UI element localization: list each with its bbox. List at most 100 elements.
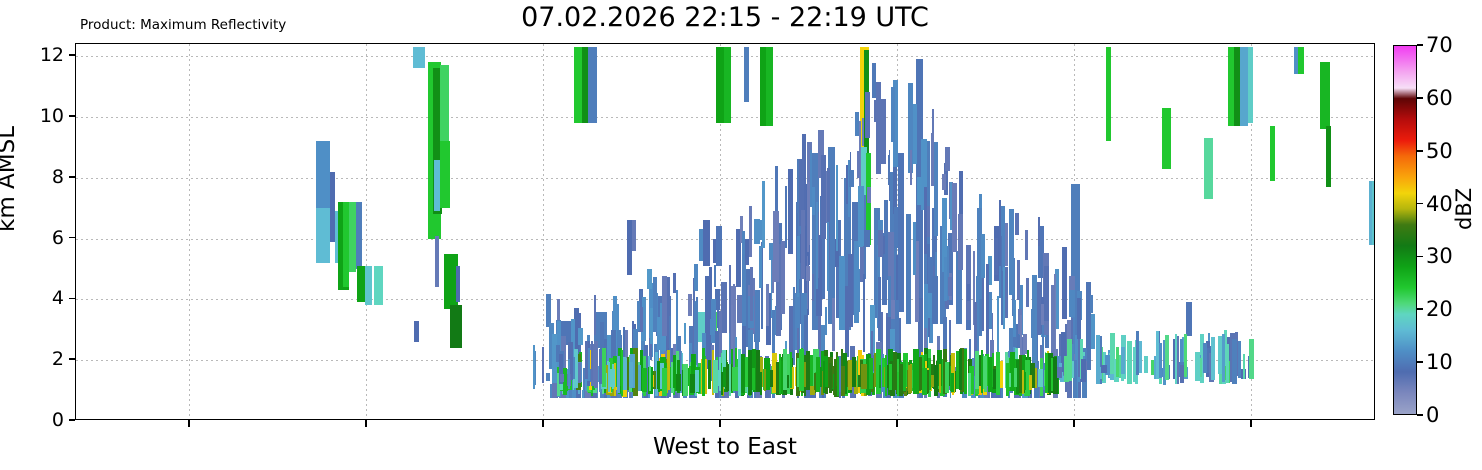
reflectivity-column: [1249, 338, 1255, 380]
reflectivity-column: [956, 250, 962, 324]
reflectivity-column: [690, 374, 696, 394]
reflectivity-columns: [76, 44, 1374, 419]
reflectivity-column: [701, 348, 705, 397]
reflectivity-column: [1052, 357, 1058, 394]
reflectivity-column: [1096, 334, 1100, 385]
reflectivity-column: [752, 349, 757, 387]
reflectivity-column: [888, 276, 891, 340]
reflectivity-column: [648, 338, 652, 361]
reflectivity-column: [883, 200, 888, 281]
reflectivity-column: [724, 47, 731, 124]
reflectivity-column: [757, 220, 763, 241]
x-axis-tick: [1250, 420, 1252, 427]
x-axis-tick: [719, 420, 721, 427]
reflectivity-column: [1030, 309, 1035, 339]
reflectivity-column: [1089, 294, 1094, 313]
reflectivity-column: [1040, 241, 1043, 329]
reflectivity-column: [637, 365, 641, 392]
reflectivity-column: [879, 98, 886, 165]
reflectivity-column: [859, 206, 864, 247]
reflectivity-column: [1013, 300, 1017, 337]
reflectivity-column: [959, 349, 963, 391]
reflectivity-column: [729, 305, 735, 382]
reflectivity-column: [1022, 369, 1025, 395]
reflectivity-column: [993, 237, 998, 275]
reflectivity-column: [1005, 223, 1008, 267]
reflectivity-column: [854, 241, 860, 324]
reflectivity-column: [772, 210, 779, 283]
reflectivity-column: [660, 302, 667, 374]
reflectivity-column: [786, 353, 791, 395]
reflectivity-column: [743, 356, 749, 387]
reflectivity-column: [594, 294, 597, 335]
colorbar-tick: [1417, 255, 1423, 258]
reflectivity-column: [365, 265, 372, 306]
reflectivity-column: [975, 351, 979, 389]
reflectivity-column: [1061, 247, 1067, 319]
reflectivity-column: [1055, 269, 1060, 329]
reflectivity-column: [920, 139, 927, 211]
reflectivity-column: [847, 159, 851, 217]
reflectivity-column: [899, 364, 903, 397]
reflectivity-column: [718, 386, 722, 399]
reflectivity-column: [931, 275, 938, 324]
reflectivity-column: [932, 208, 937, 312]
reflectivity-column: [809, 354, 813, 387]
reflectivity-column: [879, 357, 885, 392]
reflectivity-column: [638, 306, 643, 332]
reflectivity-column: [1101, 364, 1107, 374]
reflectivity-column: [718, 311, 723, 376]
reflectivity-column: [316, 141, 330, 230]
reflectivity-column: [976, 208, 982, 300]
reflectivity-column: [1016, 323, 1021, 349]
colorbar-label: dBZ: [1452, 187, 1476, 230]
reflectivity-column: [683, 322, 687, 344]
x-axis-tick: [542, 420, 544, 427]
reflectivity-column: [967, 284, 971, 301]
reflectivity-column: [741, 280, 747, 375]
reflectivity-column: [1071, 183, 1080, 342]
reflectivity-column: [673, 272, 676, 294]
reflectivity-column: [928, 269, 933, 319]
reflectivity-column: [1139, 341, 1143, 373]
reflectivity-column: [804, 183, 809, 315]
reflectivity-column: [316, 208, 330, 263]
reflectivity-column: [940, 226, 946, 324]
reflectivity-column: [964, 348, 968, 394]
reflectivity-column: [819, 366, 823, 388]
reflectivity-column: [433, 68, 442, 215]
reflectivity-column: [1231, 339, 1238, 384]
reflectivity-column: [875, 82, 882, 175]
reflectivity-column: [1144, 355, 1149, 374]
reflectivity-column: [809, 149, 812, 208]
reflectivity-column: [827, 167, 830, 260]
reflectivity-column: [818, 129, 824, 179]
reflectivity-column: [573, 349, 579, 388]
reflectivity-column: [820, 154, 827, 240]
reflectivity-column: [760, 47, 768, 127]
reflectivity-column: [666, 350, 671, 391]
reflectivity-column: [1043, 266, 1049, 321]
reflectivity-column: [907, 82, 914, 174]
reflectivity-column: [1000, 235, 1004, 325]
reflectivity-column: [1057, 366, 1062, 379]
reflectivity-column: [816, 234, 822, 317]
reflectivity-column: [876, 348, 881, 394]
reflectivity-column: [1017, 308, 1022, 335]
reflectivity-column: [1110, 333, 1116, 375]
reflectivity-column: [835, 165, 838, 252]
reflectivity-column: [748, 330, 753, 363]
reflectivity-column: [693, 264, 699, 291]
reflectivity-column: [708, 266, 712, 361]
reflectivity-column: [716, 226, 722, 266]
reflectivity-column: [800, 209, 805, 280]
reflectivity-column: [873, 352, 876, 388]
reflectivity-column: [772, 352, 777, 394]
colorbar-gradient: [1393, 45, 1417, 415]
reflectivity-column: [549, 384, 555, 399]
reflectivity-column: [1106, 47, 1111, 142]
reflectivity-column: [548, 323, 554, 369]
reflectivity-column: [623, 358, 627, 390]
reflectivity-column: [1298, 47, 1304, 75]
